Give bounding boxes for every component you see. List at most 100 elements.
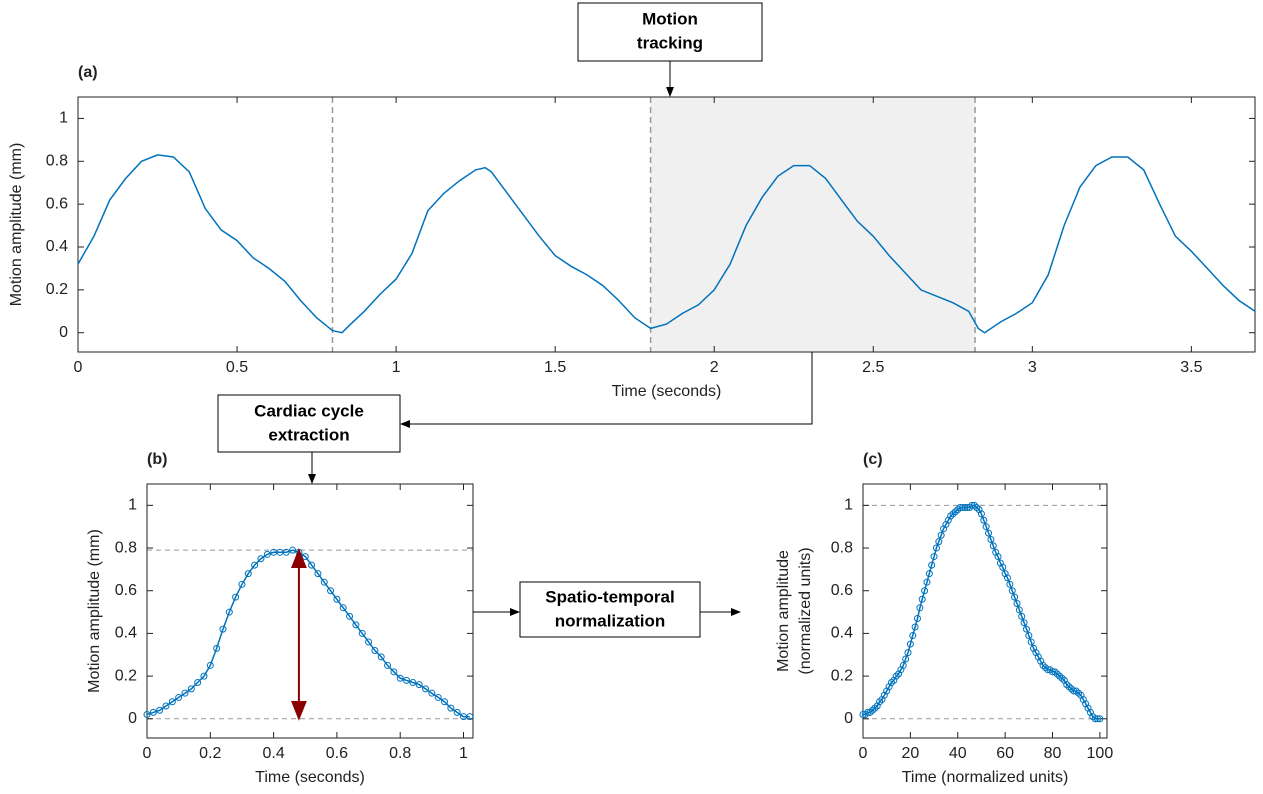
data-point: [339, 604, 347, 612]
data-point: [902, 655, 910, 663]
data-point: [422, 685, 430, 693]
data-point: [958, 503, 966, 511]
data-point: [200, 672, 208, 680]
x-tick-label: 0: [74, 359, 83, 376]
data-point: [909, 632, 917, 640]
data-point: [918, 595, 926, 603]
x-tick-label: 20: [901, 745, 919, 762]
x-tick-label: 0.8: [389, 745, 411, 762]
x-tick-label: 100: [1087, 745, 1114, 762]
x-tick-label: 0.5: [226, 359, 248, 376]
y-tick-label: 0: [128, 710, 137, 727]
data-point: [989, 542, 997, 550]
data-point: [320, 578, 328, 586]
data-point: [1018, 612, 1026, 620]
data-point: [162, 702, 170, 710]
x-tick-label: 3.5: [1180, 359, 1202, 376]
data-point: [441, 698, 449, 706]
data-point: [1063, 681, 1071, 689]
data-point: [257, 555, 265, 563]
data-point: [206, 661, 214, 669]
x-tick-label: 2: [710, 359, 719, 376]
data-point: [1004, 574, 1012, 582]
data-point: [225, 608, 233, 616]
x-tick-label: 60: [996, 745, 1014, 762]
data-point: [434, 693, 442, 701]
x-tick-label: 40: [949, 745, 967, 762]
data-point: [928, 561, 936, 569]
data-point: [1027, 638, 1035, 646]
panel-label: (c): [863, 451, 883, 468]
box-text: Motion: [642, 9, 698, 28]
data-point: [238, 580, 246, 588]
data-point: [377, 653, 385, 661]
data-point: [232, 593, 240, 601]
data-point: [930, 553, 938, 561]
data-point: [977, 510, 985, 518]
data-point: [876, 698, 884, 706]
data-point: [352, 621, 360, 629]
data-point: [994, 553, 1002, 561]
data-point: [987, 535, 995, 543]
data-point: [1094, 715, 1102, 723]
data-point: [1056, 672, 1064, 680]
y-axis-label: Motion amplitude (mm): [8, 143, 25, 307]
data-point: [1096, 715, 1104, 723]
x-axis-label: Time (normalized units): [902, 769, 1069, 786]
data-point: [937, 531, 945, 539]
x-tick-label: 1.5: [544, 359, 566, 376]
x-tick-label: 3: [1028, 359, 1037, 376]
x-tick-label: 1: [392, 359, 401, 376]
data-point: [181, 689, 189, 697]
y-axis-label: Motion amplitude: [775, 550, 792, 672]
data-point: [1072, 687, 1080, 695]
data-point: [219, 625, 227, 633]
data-point: [999, 563, 1007, 571]
x-axis-label: Time (seconds): [255, 769, 365, 786]
y-tick-label: 0.8: [115, 539, 137, 556]
y-tick-label: 0: [59, 324, 68, 341]
data-point: [263, 550, 271, 558]
box-text: Cardiac cycle: [254, 401, 364, 420]
data-point: [213, 644, 221, 652]
highlight: [650, 97, 976, 352]
data-point: [1053, 670, 1061, 678]
data-point: [314, 570, 322, 578]
y-tick-label: 0.2: [46, 281, 68, 298]
data-point: [980, 516, 988, 524]
data-point: [887, 679, 895, 687]
box-text: tracking: [637, 33, 703, 52]
y-tick-label: 1: [128, 497, 137, 514]
x-axis-label: Time (seconds): [612, 383, 722, 400]
x-tick-label: 80: [1044, 745, 1062, 762]
data-point: [390, 668, 398, 676]
data-point: [1051, 668, 1059, 676]
data-point: [1020, 619, 1028, 627]
x-tick-label: 0.6: [326, 745, 348, 762]
x-tick-label: 0.4: [262, 745, 284, 762]
data-point: [949, 510, 957, 518]
data-point: [951, 508, 959, 516]
data-point: [973, 503, 981, 511]
y-tick-label: 0.4: [115, 625, 137, 642]
data-point: [906, 640, 914, 648]
plot-area: [863, 484, 1107, 738]
data-point: [871, 704, 879, 712]
y-tick-label: 0.2: [831, 667, 853, 684]
arrow: [400, 352, 813, 428]
data-point: [1091, 715, 1099, 723]
data-point: [956, 503, 964, 511]
data-point: [982, 523, 990, 531]
data-point: [143, 711, 151, 719]
plot-area: [147, 484, 473, 738]
data-point: [447, 704, 455, 712]
y-tick-label: 1: [59, 110, 68, 127]
data-line: [77, 154, 1256, 334]
data-point: [932, 544, 940, 552]
data-point: [923, 578, 931, 586]
data-point: [371, 646, 379, 654]
data-point: [1025, 632, 1033, 640]
y-tick-label: 1: [844, 497, 853, 514]
axes-frame: [146, 483, 474, 739]
data-point: [1008, 587, 1016, 595]
